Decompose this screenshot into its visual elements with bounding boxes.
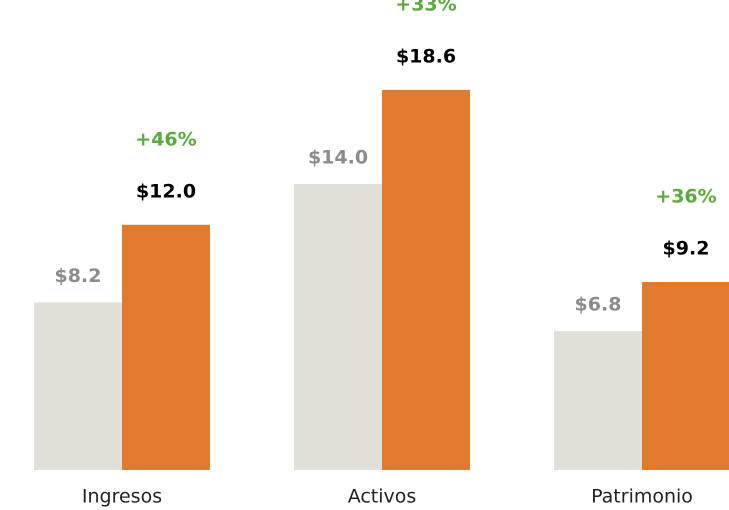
value-label: $14.0 — [308, 146, 368, 168]
bar — [554, 331, 642, 470]
x-tick-label: Ingresos — [82, 486, 162, 508]
value-label: $9.2 — [663, 238, 710, 260]
bar — [34, 302, 122, 470]
change-label: +33% — [395, 0, 456, 15]
change-label: +46% — [135, 128, 196, 150]
bar — [122, 224, 210, 470]
bar — [294, 183, 382, 471]
value-label: $18.6 — [396, 45, 456, 67]
change-label: +36% — [655, 186, 716, 208]
x-tick-label: Patrimonio — [591, 486, 693, 508]
x-tick-label: Activos — [348, 486, 417, 508]
value-label: $8.2 — [55, 265, 102, 287]
value-label: $6.8 — [575, 294, 622, 316]
bar — [382, 89, 470, 471]
value-label: $12.0 — [136, 180, 196, 202]
bar — [642, 282, 729, 470]
